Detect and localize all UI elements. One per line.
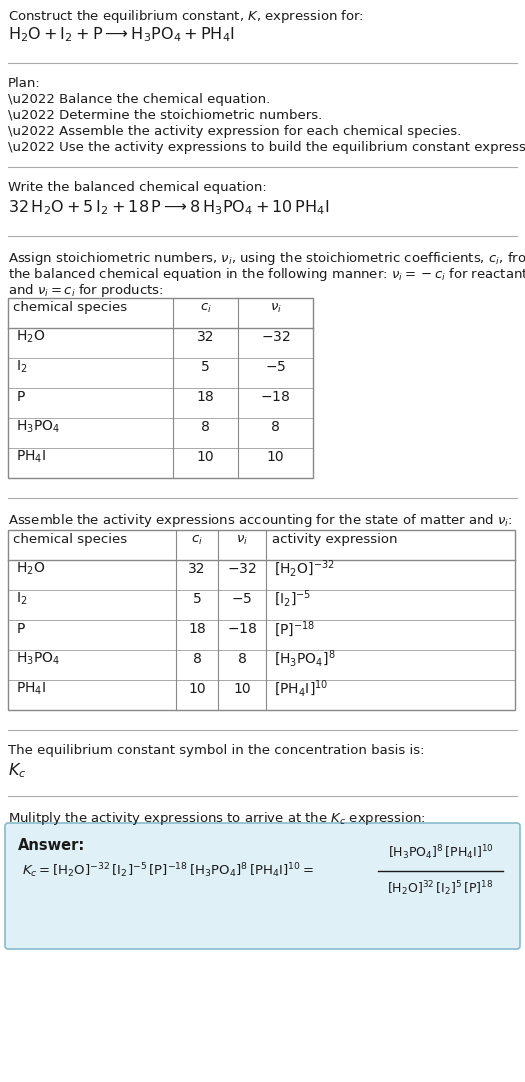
Text: 8: 8 [237, 652, 246, 667]
Text: Plan:: Plan: [8, 77, 41, 90]
Text: $\mathrm{P}$: $\mathrm{P}$ [16, 622, 26, 636]
Text: \u2022 Determine the stoichiometric numbers.: \u2022 Determine the stoichiometric numb… [8, 109, 322, 122]
Text: $\mathrm{I_2}$: $\mathrm{I_2}$ [16, 359, 27, 375]
Text: \u2022 Balance the chemical equation.: \u2022 Balance the chemical equation. [8, 93, 270, 106]
Text: $\mathrm{H_2O}$: $\mathrm{H_2O}$ [16, 329, 45, 345]
Text: the balanced chemical equation in the following manner: $\nu_i = -c_i$ for react: the balanced chemical equation in the fo… [8, 266, 525, 283]
Text: 10: 10 [188, 682, 206, 696]
Text: \u2022 Assemble the activity expression for each chemical species.: \u2022 Assemble the activity expression … [8, 126, 461, 138]
Text: $-18$: $-18$ [227, 622, 257, 636]
Text: Assign stoichiometric numbers, $\nu_i$, using the stoichiometric coefficients, $: Assign stoichiometric numbers, $\nu_i$, … [8, 250, 525, 267]
Text: chemical species: chemical species [13, 302, 127, 315]
Text: and $\nu_i = c_i$ for products:: and $\nu_i = c_i$ for products: [8, 282, 164, 299]
Text: $[\mathrm{H_3PO_4}]^{8}\,[\mathrm{PH_4I}]^{10}$: $[\mathrm{H_3PO_4}]^{8}\,[\mathrm{PH_4I}… [387, 844, 494, 862]
Text: $-5$: $-5$ [265, 360, 286, 374]
Text: The equilibrium constant symbol in the concentration basis is:: The equilibrium constant symbol in the c… [8, 744, 425, 757]
Text: $[\mathrm{I_2}]^{-5}$: $[\mathrm{I_2}]^{-5}$ [274, 589, 311, 609]
Text: $[\mathrm{H_2O}]^{-32}$: $[\mathrm{H_2O}]^{-32}$ [274, 558, 334, 579]
Text: 5: 5 [193, 592, 202, 606]
Text: Answer:: Answer: [18, 837, 85, 853]
Text: 10: 10 [197, 450, 214, 464]
Text: $\nu_i$: $\nu_i$ [269, 302, 281, 315]
Text: 8: 8 [201, 420, 210, 434]
Text: 5: 5 [201, 360, 210, 374]
Text: $\mathrm{PH_4I}$: $\mathrm{PH_4I}$ [16, 681, 46, 697]
Text: 10: 10 [267, 450, 285, 464]
Text: $[\mathrm{P}]^{-18}$: $[\mathrm{P}]^{-18}$ [274, 619, 315, 639]
Text: 8: 8 [193, 652, 202, 667]
Text: Mulitply the activity expressions to arrive at the $K_c$ expression:: Mulitply the activity expressions to arr… [8, 810, 426, 827]
Text: $K_c = [\mathrm{H_2O}]^{-32}\,[\mathrm{I_2}]^{-5}\,[\mathrm{P}]^{-18}\,[\mathrm{: $K_c = [\mathrm{H_2O}]^{-32}\,[\mathrm{I… [22, 861, 314, 881]
Text: $32\,\mathrm{H_2O} + 5\,\mathrm{I_2} + 18\,\mathrm{P} \longrightarrow 8\,\mathrm: $32\,\mathrm{H_2O} + 5\,\mathrm{I_2} + 1… [8, 198, 329, 216]
Text: 18: 18 [188, 622, 206, 636]
Text: $\mathrm{H_3PO_4}$: $\mathrm{H_3PO_4}$ [16, 650, 60, 668]
Text: $\mathrm{I_2}$: $\mathrm{I_2}$ [16, 591, 27, 607]
Text: $\mathrm{H_3PO_4}$: $\mathrm{H_3PO_4}$ [16, 419, 60, 435]
FancyBboxPatch shape [5, 823, 520, 949]
Text: $c_i$: $c_i$ [191, 533, 203, 546]
Text: chemical species: chemical species [13, 533, 127, 546]
Text: $[\mathrm{H_3PO_4}]^{8}$: $[\mathrm{H_3PO_4}]^{8}$ [274, 649, 335, 669]
Text: $[\mathrm{PH_4I}]^{10}$: $[\mathrm{PH_4I}]^{10}$ [274, 678, 328, 699]
Text: 10: 10 [233, 682, 251, 696]
Text: $\mathrm{H_2O}$: $\mathrm{H_2O}$ [16, 560, 45, 577]
Text: $-32$: $-32$ [260, 330, 290, 344]
Text: Assemble the activity expressions accounting for the state of matter and $\nu_i$: Assemble the activity expressions accoun… [8, 512, 513, 529]
Text: $-18$: $-18$ [260, 390, 291, 404]
Text: $\mathrm{PH_4I}$: $\mathrm{PH_4I}$ [16, 449, 46, 465]
Text: $K_c$: $K_c$ [8, 761, 26, 780]
Text: activity expression: activity expression [272, 533, 397, 546]
Text: 32: 32 [188, 562, 206, 576]
Text: $\mathrm{P}$: $\mathrm{P}$ [16, 390, 26, 404]
Text: \u2022 Use the activity expressions to build the equilibrium constant expression: \u2022 Use the activity expressions to b… [8, 141, 525, 154]
Text: $-5$: $-5$ [232, 592, 253, 606]
Bar [8, 530, 515, 710]
Text: $c_i$: $c_i$ [200, 302, 212, 315]
Text: $\nu_i$: $\nu_i$ [236, 533, 248, 546]
Text: 32: 32 [197, 330, 214, 344]
Text: Construct the equilibrium constant, $K$, expression for:: Construct the equilibrium constant, $K$,… [8, 8, 364, 25]
Text: 8: 8 [271, 420, 280, 434]
Text: Write the balanced chemical equation:: Write the balanced chemical equation: [8, 181, 267, 194]
Text: $\mathrm{H_2O + I_2 + P} \longrightarrow \mathrm{H_3PO_4 + PH_4I}$: $\mathrm{H_2O + I_2 + P} \longrightarrow… [8, 25, 235, 43]
Text: 18: 18 [197, 390, 214, 404]
Text: $-32$: $-32$ [227, 562, 257, 576]
Bar [8, 298, 313, 478]
Text: $[\mathrm{H_2O}]^{32}\,[\mathrm{I_2}]^{5}\,[\mathrm{P}]^{18}$: $[\mathrm{H_2O}]^{32}\,[\mathrm{I_2}]^{5… [387, 880, 494, 898]
